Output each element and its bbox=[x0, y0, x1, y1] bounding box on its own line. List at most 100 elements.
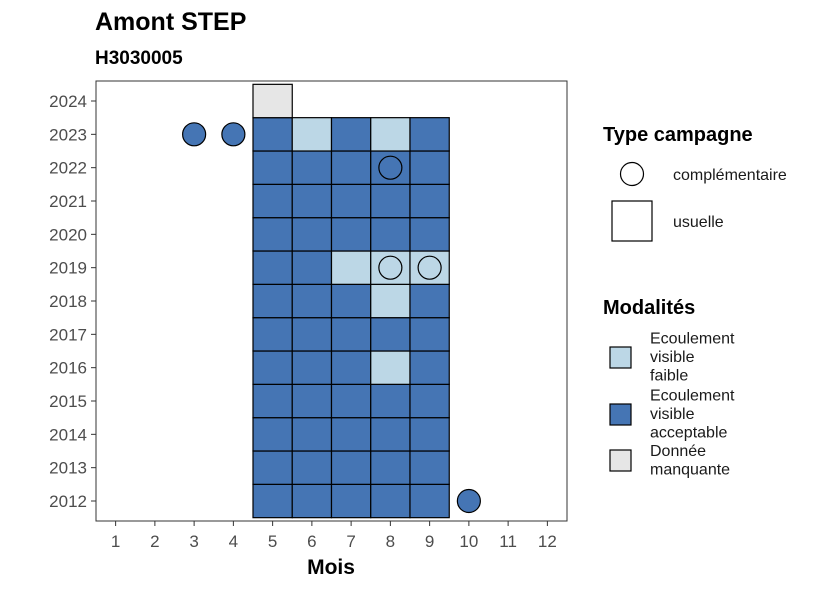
tile-2015-9 bbox=[409, 383, 450, 419]
x-tick-label-8: 8 bbox=[386, 532, 395, 551]
point-2022-8 bbox=[378, 155, 403, 180]
tile-2015-5 bbox=[252, 383, 293, 419]
legend-key-circle bbox=[619, 161, 645, 187]
x-tick-label-7: 7 bbox=[346, 532, 355, 551]
y-tick-label-2012: 2012 bbox=[49, 492, 87, 511]
tile-2023-8 bbox=[370, 117, 411, 152]
tile-2015-8 bbox=[370, 383, 411, 419]
tile-2019-6 bbox=[291, 250, 333, 285]
tile-2020-5 bbox=[252, 217, 293, 252]
tile-2017-6 bbox=[291, 317, 333, 352]
x-tick-label-11: 11 bbox=[499, 532, 517, 551]
y-tick-label-2024: 2024 bbox=[49, 92, 87, 111]
tile-2013-5 bbox=[252, 450, 293, 485]
tile-2012-9 bbox=[409, 483, 450, 519]
x-tick-label-9: 9 bbox=[425, 532, 434, 551]
tile-2012-7 bbox=[330, 483, 372, 519]
legend-label-circle: complémentaire bbox=[673, 167, 787, 184]
point-2023-4 bbox=[221, 122, 246, 147]
tile-2018-9 bbox=[409, 283, 450, 319]
tile-2016-6 bbox=[291, 350, 333, 385]
tile-2018-7 bbox=[330, 283, 372, 319]
legend-type-campagne: Type campagne complémentaire usuelle bbox=[603, 124, 787, 242]
tile-2018-8 bbox=[370, 283, 411, 319]
point-2019-9 bbox=[417, 255, 442, 280]
y-tick-label-2013: 2013 bbox=[49, 459, 87, 478]
y-tick-label-2016: 2016 bbox=[49, 359, 87, 378]
tile-2014-5 bbox=[252, 417, 293, 452]
point-2012-10 bbox=[456, 488, 481, 514]
y-tick-label-2020: 2020 bbox=[49, 225, 87, 244]
tile-2019-5 bbox=[252, 250, 293, 285]
tile-2017-5 bbox=[252, 317, 293, 352]
x-tick-label-6: 6 bbox=[307, 532, 316, 551]
legend-label-square: usuelle bbox=[673, 214, 724, 231]
legend-label-manquante: Donnée manquante bbox=[650, 443, 730, 479]
x-axis: 1 2 3 4 5 6 7 8 9 10 11 12 bbox=[111, 521, 557, 551]
tile-2014-9 bbox=[409, 417, 450, 452]
tile-2023-9 bbox=[409, 117, 450, 152]
legend-label-acceptable: Ecoulement visible acceptable bbox=[650, 388, 735, 442]
tile-2014-6 bbox=[291, 417, 333, 452]
chart-title: Amont STEP bbox=[95, 8, 246, 36]
x-tick-label-4: 4 bbox=[229, 532, 238, 551]
tile-2015-6 bbox=[291, 383, 333, 419]
tile-2023-7 bbox=[330, 117, 372, 152]
point-2019-8 bbox=[378, 255, 403, 280]
legend-label-faible: Ecoulement visible faible bbox=[650, 331, 735, 385]
tile-2012-8 bbox=[370, 483, 411, 519]
legend-type-title: Type campagne bbox=[603, 124, 753, 146]
tile-2024-5 bbox=[252, 83, 293, 119]
tile-2022-5 bbox=[252, 150, 293, 185]
tile-2013-6 bbox=[291, 450, 333, 485]
legend-key-acceptable bbox=[609, 403, 632, 426]
tile-2013-7 bbox=[330, 450, 372, 485]
y-tick-label-2023: 2023 bbox=[49, 125, 87, 144]
x-tick-label-2: 2 bbox=[150, 532, 159, 551]
y-tick-label-2019: 2019 bbox=[49, 259, 87, 278]
y-tick-label-2015: 2015 bbox=[49, 392, 87, 411]
x-axis-title: Mois bbox=[307, 556, 355, 579]
legend-modalites-title: Modalités bbox=[603, 297, 695, 319]
x-tick-label-10: 10 bbox=[459, 532, 478, 551]
tile-2016-5 bbox=[252, 350, 293, 385]
tile-2014-7 bbox=[330, 417, 372, 452]
y-tick-label-2022: 2022 bbox=[49, 159, 87, 178]
chart-subtitle: H3030005 bbox=[95, 48, 183, 69]
legend-key-faible bbox=[609, 346, 632, 369]
tile-2020-9 bbox=[409, 217, 450, 252]
tile-2021-5 bbox=[252, 183, 293, 219]
x-tick-label-5: 5 bbox=[268, 532, 277, 551]
tile-2023-5 bbox=[252, 117, 293, 152]
x-tick-label-3: 3 bbox=[189, 532, 198, 551]
y-tick-label-2014: 2014 bbox=[49, 425, 87, 444]
tile-2013-9 bbox=[409, 450, 450, 485]
tile-2017-7 bbox=[330, 317, 372, 352]
point-2023-3 bbox=[182, 122, 207, 147]
tile-2016-7 bbox=[330, 350, 372, 385]
tile-2022-6 bbox=[291, 150, 333, 185]
tile-2023-6 bbox=[291, 117, 333, 152]
campaign-points bbox=[182, 122, 481, 514]
tile-2012-5 bbox=[252, 483, 293, 519]
tile-2021-7 bbox=[330, 183, 372, 219]
tile-2013-8 bbox=[370, 450, 411, 485]
tile-2020-6 bbox=[291, 217, 333, 252]
tile-2014-8 bbox=[370, 417, 411, 452]
tile-2017-9 bbox=[409, 317, 450, 352]
legend-modalites: Modalités Ecoulement visible faibleEcouleme… bbox=[603, 297, 735, 478]
heatmap-tiles bbox=[252, 83, 450, 519]
legend-key-manquante bbox=[609, 449, 632, 472]
x-tick-label-1: 1 bbox=[111, 532, 120, 551]
tile-2012-6 bbox=[291, 483, 333, 519]
tile-2022-7 bbox=[330, 150, 372, 185]
tile-2020-8 bbox=[370, 217, 411, 252]
x-tick-label-12: 12 bbox=[538, 532, 557, 551]
tile-2018-6 bbox=[291, 283, 333, 319]
tile-2021-9 bbox=[409, 183, 450, 219]
tile-2022-9 bbox=[409, 150, 450, 185]
y-tick-label-2021: 2021 bbox=[49, 192, 87, 211]
y-tick-label-2017: 2017 bbox=[49, 325, 87, 344]
tile-2016-9 bbox=[409, 350, 450, 385]
